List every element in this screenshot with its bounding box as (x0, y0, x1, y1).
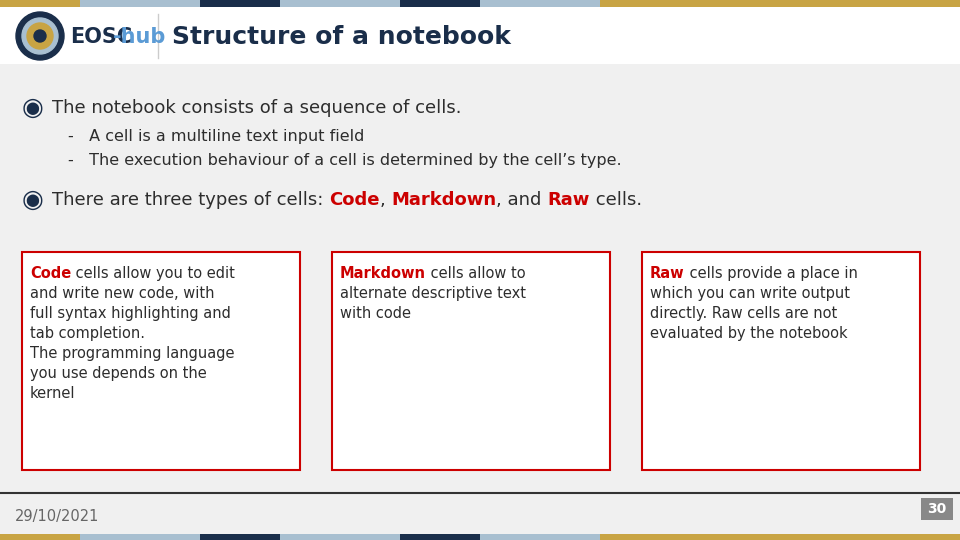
Text: you use depends on the: you use depends on the (30, 366, 206, 381)
Bar (200, 534, 280, 540)
Bar (400, 534, 480, 540)
Bar (600, 0, 960, 7)
Text: -   A cell is a multiline text input field: - A cell is a multiline text input field (68, 130, 365, 145)
Text: full syntax highlighting and: full syntax highlighting and (30, 306, 230, 321)
Bar (200, 0, 280, 7)
Text: Code: Code (30, 266, 71, 281)
Text: ◉: ◉ (22, 188, 44, 212)
Text: Markdown: Markdown (340, 266, 426, 281)
Text: The notebook consists of a sequence of cells.: The notebook consists of a sequence of c… (52, 99, 462, 117)
Bar (400, 0, 480, 7)
Text: directly. Raw cells are not: directly. Raw cells are not (650, 306, 837, 321)
Text: ◉: ◉ (22, 96, 44, 120)
Text: cells allow you to edit: cells allow you to edit (71, 266, 235, 281)
Circle shape (22, 18, 58, 54)
Text: 30: 30 (927, 502, 947, 516)
Text: -hub: -hub (113, 27, 166, 47)
Circle shape (16, 12, 64, 60)
Bar (480, 534, 600, 540)
Text: evaluated by the notebook: evaluated by the notebook (650, 326, 848, 341)
Text: There are three types of cells:: There are three types of cells: (52, 191, 329, 209)
Text: alternate descriptive text: alternate descriptive text (340, 286, 526, 301)
Text: Structure of a notebook: Structure of a notebook (172, 25, 511, 49)
Text: Markdown: Markdown (391, 191, 496, 209)
Text: and write new code, with: and write new code, with (30, 286, 214, 301)
Text: -   The execution behaviour of a cell is determined by the cell’s type.: - The execution behaviour of a cell is d… (68, 152, 622, 167)
Bar (642, 252, 920, 470)
Bar (480, 0, 600, 7)
Text: EOSC: EOSC (70, 27, 132, 47)
Circle shape (27, 23, 53, 49)
Bar (0, 7, 960, 64)
Text: ,: , (379, 191, 391, 209)
Bar (80, 0, 200, 7)
Bar (280, 0, 400, 7)
Bar (22, 252, 300, 470)
Text: The programming language: The programming language (30, 346, 234, 361)
Circle shape (34, 30, 46, 42)
Bar (921, 498, 953, 520)
Bar (332, 252, 610, 470)
Bar (80, 534, 200, 540)
Text: with code: with code (340, 306, 411, 321)
Text: kernel: kernel (30, 386, 76, 401)
Bar (280, 534, 400, 540)
Text: Raw: Raw (547, 191, 589, 209)
Text: Raw: Raw (650, 266, 684, 281)
Text: which you can write output: which you can write output (650, 286, 850, 301)
Text: Code: Code (329, 191, 379, 209)
Text: cells provide a place in: cells provide a place in (684, 266, 857, 281)
Text: tab completion.: tab completion. (30, 326, 145, 341)
Bar (0, 0, 80, 7)
Text: 29/10/2021: 29/10/2021 (15, 509, 100, 523)
Bar (600, 534, 960, 540)
Text: cells.: cells. (589, 191, 642, 209)
Text: , and: , and (496, 191, 547, 209)
Bar (0, 534, 80, 540)
Text: cells allow to: cells allow to (426, 266, 526, 281)
